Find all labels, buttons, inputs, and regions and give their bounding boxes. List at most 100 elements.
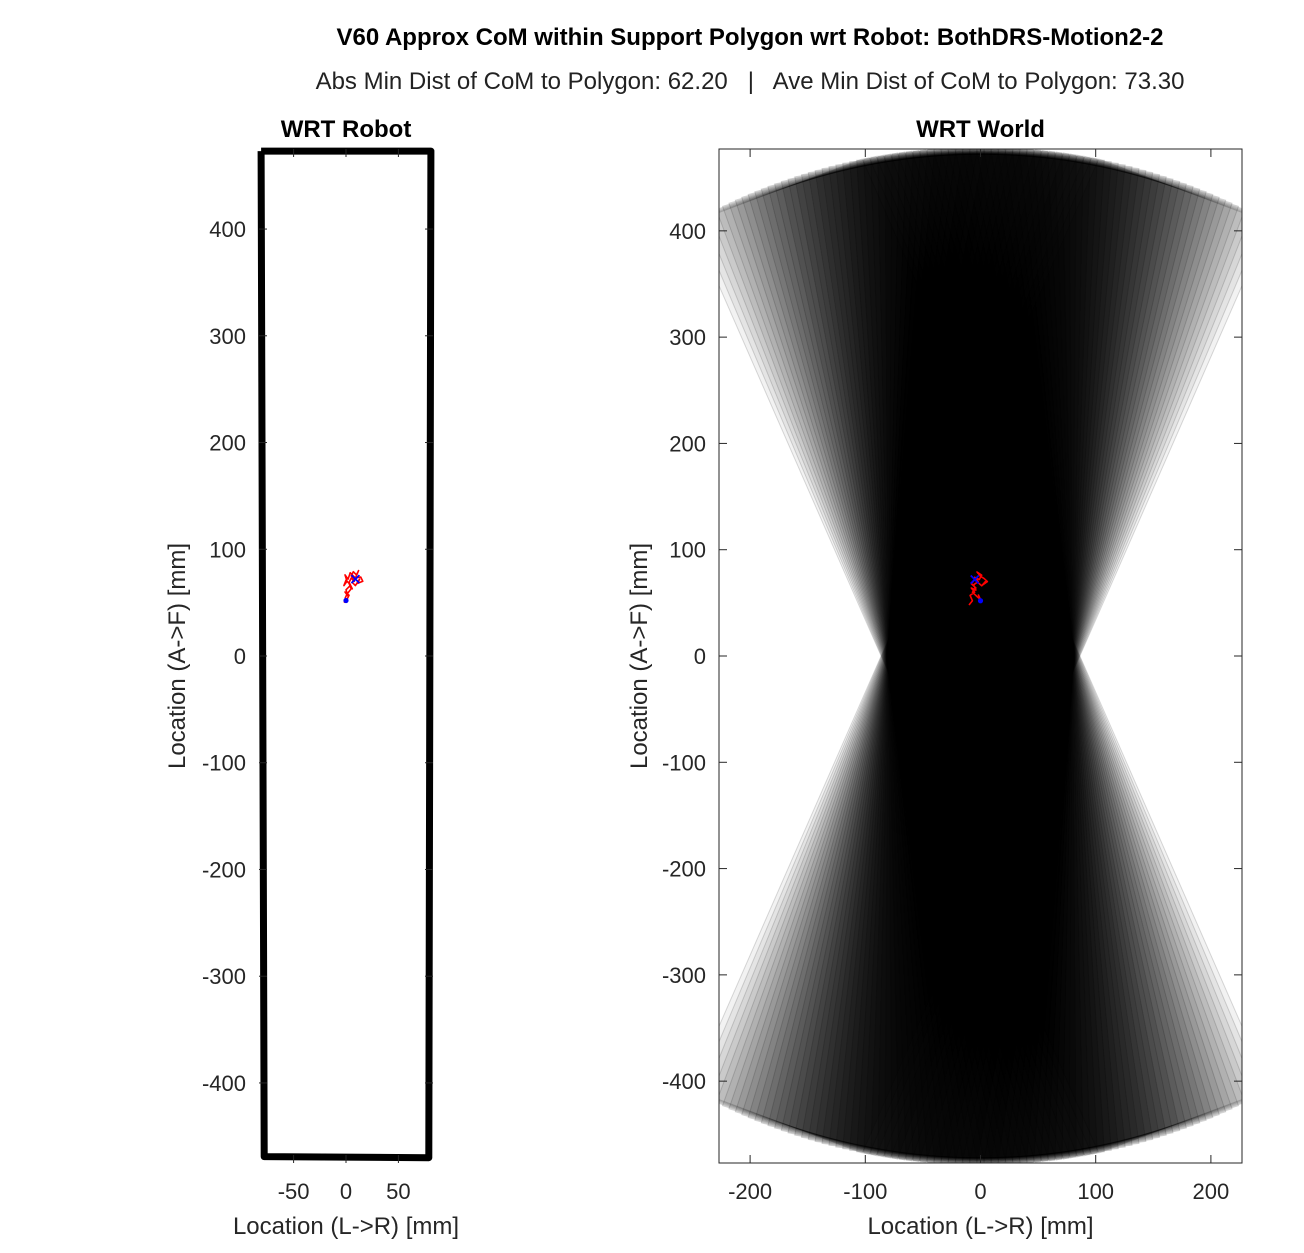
x-tick-label: 0 xyxy=(340,1179,352,1204)
y-tick-label: 0 xyxy=(234,644,246,669)
com-end-marker xyxy=(350,574,361,584)
support-polygon-outline xyxy=(257,147,435,1162)
support-polygon-instance xyxy=(884,153,1077,1159)
y-tick-label: 400 xyxy=(669,219,706,244)
support-polygon-instance xyxy=(835,149,1126,1163)
support-polygon-instance xyxy=(849,149,1112,1163)
support-polygon-instance xyxy=(760,149,1201,1163)
support-polygon-instance xyxy=(734,150,1227,1162)
y-axis-label: Location (A->F) [mm] xyxy=(626,543,653,769)
support-polygon-instance xyxy=(741,149,1220,1163)
x-axis-label: Location (L->R) [mm] xyxy=(867,1213,1093,1240)
x-tick-label: 100 xyxy=(1077,1179,1114,1204)
support-polygon-instance xyxy=(719,156,1242,1156)
support-polygon-instance xyxy=(842,149,1119,1163)
support-polygon-instance xyxy=(787,149,1174,1163)
support-polygon-instance xyxy=(754,149,1207,1163)
plot-area xyxy=(719,149,1242,1163)
support-polygon-instance xyxy=(870,151,1091,1161)
support-polygon-instance xyxy=(719,153,1242,1159)
y-tick-label: 100 xyxy=(669,538,706,563)
support-polygon-instance xyxy=(807,149,1154,1163)
support-polygon-instance xyxy=(787,149,1174,1163)
support-polygon-instance xyxy=(728,151,1233,1161)
support-polygon-instance xyxy=(721,152,1240,1160)
support-polygon-instance xyxy=(767,149,1194,1163)
support-polygon-instance xyxy=(767,149,1194,1163)
support-polygon-instance xyxy=(814,149,1147,1163)
support-polygon-instance xyxy=(747,149,1214,1163)
x-tick-label: -200 xyxy=(728,1179,772,1204)
support-polygon-instance xyxy=(719,155,1242,1157)
support-polygon-instance xyxy=(780,149,1181,1163)
com-start-marker xyxy=(343,597,349,604)
y-tick-label: 300 xyxy=(669,325,706,350)
support-polygon-instance xyxy=(870,151,1091,1161)
support-polygon-instance xyxy=(828,149,1133,1163)
support-polygon-instance xyxy=(863,150,1098,1162)
robot-frame-chart: WRT Robot -400 -300 -200 -100 0 100 200 300 400 -5… xyxy=(164,116,459,1240)
world-frame-chart: WRT World -400 -300 -200 -100 0 100 200 300 400 -2… xyxy=(626,116,1243,1240)
support-polygon-instance xyxy=(773,149,1188,1163)
support-polygon-instance xyxy=(760,149,1201,1163)
support-polygon-instance xyxy=(719,154,1242,1158)
support-polygon-instance xyxy=(814,149,1147,1163)
support-polygon-instance xyxy=(728,151,1233,1161)
x-tick-label: 50 xyxy=(386,1179,410,1204)
support-polygon-instance xyxy=(828,149,1133,1163)
x-tick-label: -100 xyxy=(843,1179,887,1204)
support-polygon-instance xyxy=(747,149,1214,1163)
y-axis-label: Location (A->F) [mm] xyxy=(164,543,191,769)
support-polygon-instance xyxy=(719,154,1242,1158)
y-tick-label: -200 xyxy=(202,857,246,882)
support-polygon-instance xyxy=(719,158,1242,1154)
x-tick-label: 200 xyxy=(1193,1179,1230,1204)
y-tick-label: 200 xyxy=(209,431,246,456)
support-polygon-instance xyxy=(821,149,1140,1163)
support-polygon-instance xyxy=(721,152,1240,1160)
plot-area xyxy=(343,569,364,604)
support-polygon-instance xyxy=(877,152,1084,1160)
figure-subtitle: Abs Min Dist of CoM to Polygon: 62.20 | … xyxy=(316,68,1185,95)
support-polygon-instance xyxy=(800,149,1161,1163)
support-polygon-instance xyxy=(807,149,1154,1163)
com-trace-line xyxy=(968,571,989,606)
support-polygon-instance xyxy=(863,150,1098,1162)
support-polygon-instance xyxy=(719,156,1242,1156)
y-tick-label: -200 xyxy=(662,857,706,882)
com-start-marker xyxy=(977,598,984,604)
y-tick-label: 100 xyxy=(209,537,246,562)
support-polygon-instance xyxy=(877,152,1084,1160)
y-tick-label: 300 xyxy=(209,324,246,349)
support-polygon-instance xyxy=(884,153,1077,1159)
support-polygon-instance xyxy=(842,149,1119,1163)
support-polygon-instance xyxy=(800,149,1161,1163)
support-polygon-instance xyxy=(794,149,1167,1163)
y-tick-label: -100 xyxy=(202,751,246,776)
support-polygon-instance xyxy=(741,149,1220,1163)
y-tick-label: -300 xyxy=(662,963,706,988)
support-polygon-instance xyxy=(856,149,1105,1163)
support-polygon-instance xyxy=(835,149,1126,1163)
y-tick-label: 0 xyxy=(694,644,706,669)
y-tick-label: -400 xyxy=(202,1071,246,1096)
support-polygon-instance xyxy=(780,149,1181,1163)
y-tick-label: 200 xyxy=(669,431,706,456)
y-tick-label: -400 xyxy=(662,1069,706,1094)
support-polygon-instance xyxy=(794,149,1167,1163)
com-end-marker xyxy=(970,574,980,585)
support-polygon-instance xyxy=(856,149,1105,1163)
panel-title: WRT Robot xyxy=(281,116,412,143)
support-polygon-instance xyxy=(754,149,1207,1163)
support-polygon-instance xyxy=(719,158,1242,1154)
y-tick-label: 400 xyxy=(209,217,246,242)
support-polygon-instance xyxy=(773,149,1188,1163)
x-tick-label: 0 xyxy=(974,1179,986,1204)
support-polygon-instance xyxy=(719,155,1242,1157)
x-axis-label: Location (L->R) [mm] xyxy=(233,1213,459,1240)
figure-title: V60 Approx CoM within Support Polygon wr… xyxy=(336,24,1163,51)
com-trace-line xyxy=(343,569,364,604)
y-tick-label: -300 xyxy=(202,964,246,989)
y-tick-label: -100 xyxy=(662,750,706,775)
support-polygon-instance xyxy=(734,150,1227,1162)
